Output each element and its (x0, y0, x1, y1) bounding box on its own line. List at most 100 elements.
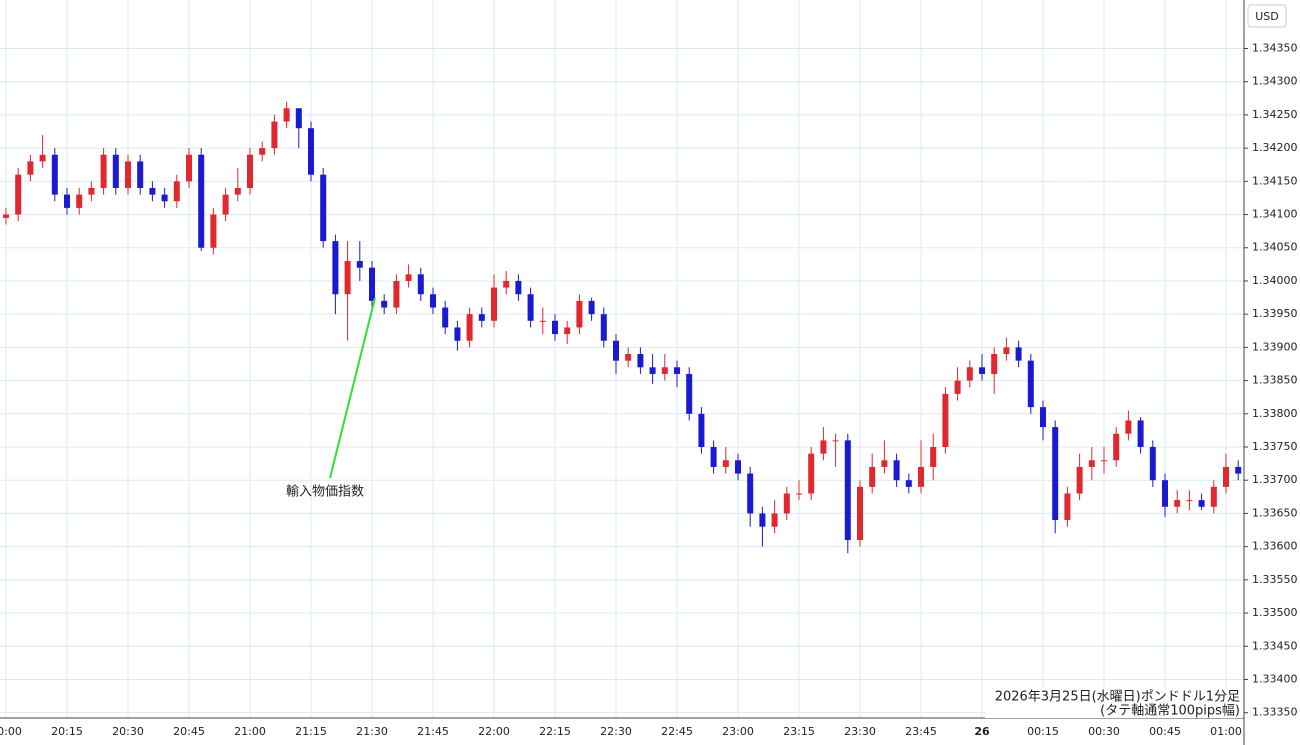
candle-body (149, 187, 156, 195)
candle-body (966, 367, 973, 381)
candle-body (491, 287, 497, 321)
x-tick-label: 20:15 (51, 725, 83, 738)
x-tick-label: 21:30 (356, 725, 388, 738)
candle-body (954, 380, 961, 394)
candle-body (344, 261, 351, 295)
x-tick-label: 22:00 (478, 725, 510, 738)
candle-body (979, 367, 985, 374)
candle-body (1003, 347, 1010, 355)
candle-body (1198, 500, 1205, 507)
x-tick-label: 22:45 (661, 725, 693, 738)
candle-body (234, 187, 241, 195)
candle-body (710, 447, 717, 467)
candle-body (112, 154, 119, 188)
candle-body (466, 314, 473, 341)
candle-body (1064, 493, 1071, 521)
candle-body (515, 280, 522, 295)
candle-body (686, 373, 693, 414)
candle-body (381, 300, 388, 308)
candle-body (100, 154, 107, 188)
candle-body (259, 148, 266, 155)
y-tick-label: 1.33700 (1252, 473, 1298, 486)
candle-body (125, 161, 131, 188)
y-tick-label: 1.33750 (1252, 440, 1298, 453)
candle-body (15, 174, 22, 215)
candle-body (3, 214, 9, 218)
candle-body (661, 367, 668, 374)
candle-body (808, 453, 815, 494)
candle-body (991, 354, 998, 374)
candle-body (173, 181, 180, 202)
candle-body (1101, 460, 1107, 462)
candle-body (613, 340, 619, 361)
candle-body (1113, 433, 1120, 461)
x-tick-label: 20:30 (112, 725, 144, 738)
y-tick-label: 1.34000 (1252, 274, 1298, 287)
y-tick-label: 1.34050 (1252, 241, 1298, 254)
candle-body (759, 513, 766, 527)
y-tick-label: 1.34350 (1252, 41, 1298, 54)
x-tick-label: 22:15 (539, 725, 571, 738)
candle-body (1015, 347, 1022, 361)
x-tick-label: 00:30 (1088, 725, 1120, 738)
candle-body (308, 128, 314, 175)
x-tick-label: 21:00 (234, 725, 266, 738)
candle-body (783, 493, 790, 514)
candle-body (674, 367, 680, 374)
candle-body (625, 354, 632, 361)
candle-body (881, 460, 888, 467)
candle-body (698, 413, 705, 448)
candle-body (39, 154, 46, 162)
candle-body (1027, 360, 1034, 408)
candle-body (161, 194, 168, 202)
candle-body (1052, 427, 1059, 521)
candle-body (576, 300, 583, 328)
candle-body (27, 161, 34, 175)
y-tick-label: 1.34100 (1252, 208, 1298, 221)
candle-body (295, 108, 302, 129)
candle-body (869, 466, 876, 487)
candle-body (478, 314, 485, 321)
candle-body (369, 267, 375, 301)
candle-body (552, 320, 558, 335)
caption-bg (985, 688, 1243, 718)
y-tick-label: 1.34200 (1252, 141, 1298, 154)
x-tick-label: 01:00 (1210, 725, 1242, 738)
candle-body (893, 460, 900, 481)
x-tick-label: 23:30 (844, 725, 876, 738)
x-tick-label: 22:30 (600, 725, 632, 738)
y-tick-label: 1.33550 (1252, 573, 1298, 586)
candle-body (1076, 466, 1083, 494)
candle-body (771, 513, 778, 527)
candle-body (918, 466, 924, 487)
candle-body (539, 320, 546, 322)
x-tick-label: 26 (974, 725, 990, 738)
candle-body (137, 161, 144, 188)
y-tick-label: 1.33600 (1252, 540, 1298, 553)
y-tick-label: 1.33900 (1252, 340, 1298, 353)
x-tick-label: 23:15 (783, 725, 815, 738)
candle-body (88, 187, 95, 195)
candle-body (930, 447, 937, 467)
candle-body (51, 154, 58, 195)
candle-body (186, 154, 192, 182)
price-axis-bg (1244, 0, 1300, 745)
y-tick-label: 1.34150 (1252, 174, 1298, 187)
axis-labels: 1.33350 1.33400 1.33450 1.33500 1.33550 1.336… (0, 41, 1298, 738)
grid (0, 0, 1244, 718)
candle-body (747, 473, 754, 514)
y-tick-label: 1.33350 (1252, 706, 1298, 719)
candle-body (564, 327, 571, 335)
candle-body (1186, 500, 1193, 502)
candle-body (1162, 480, 1168, 507)
annotation-line (329, 297, 376, 479)
y-tick-label: 1.33500 (1252, 606, 1298, 619)
y-tick-label: 1.33800 (1252, 407, 1298, 420)
candle-body (1088, 460, 1095, 467)
candle-body (796, 493, 802, 495)
x-tick-label: 21:45 (417, 725, 449, 738)
candle-body (430, 294, 436, 308)
y-tick-label: 1.33850 (1252, 374, 1298, 387)
candle-body (857, 486, 863, 540)
